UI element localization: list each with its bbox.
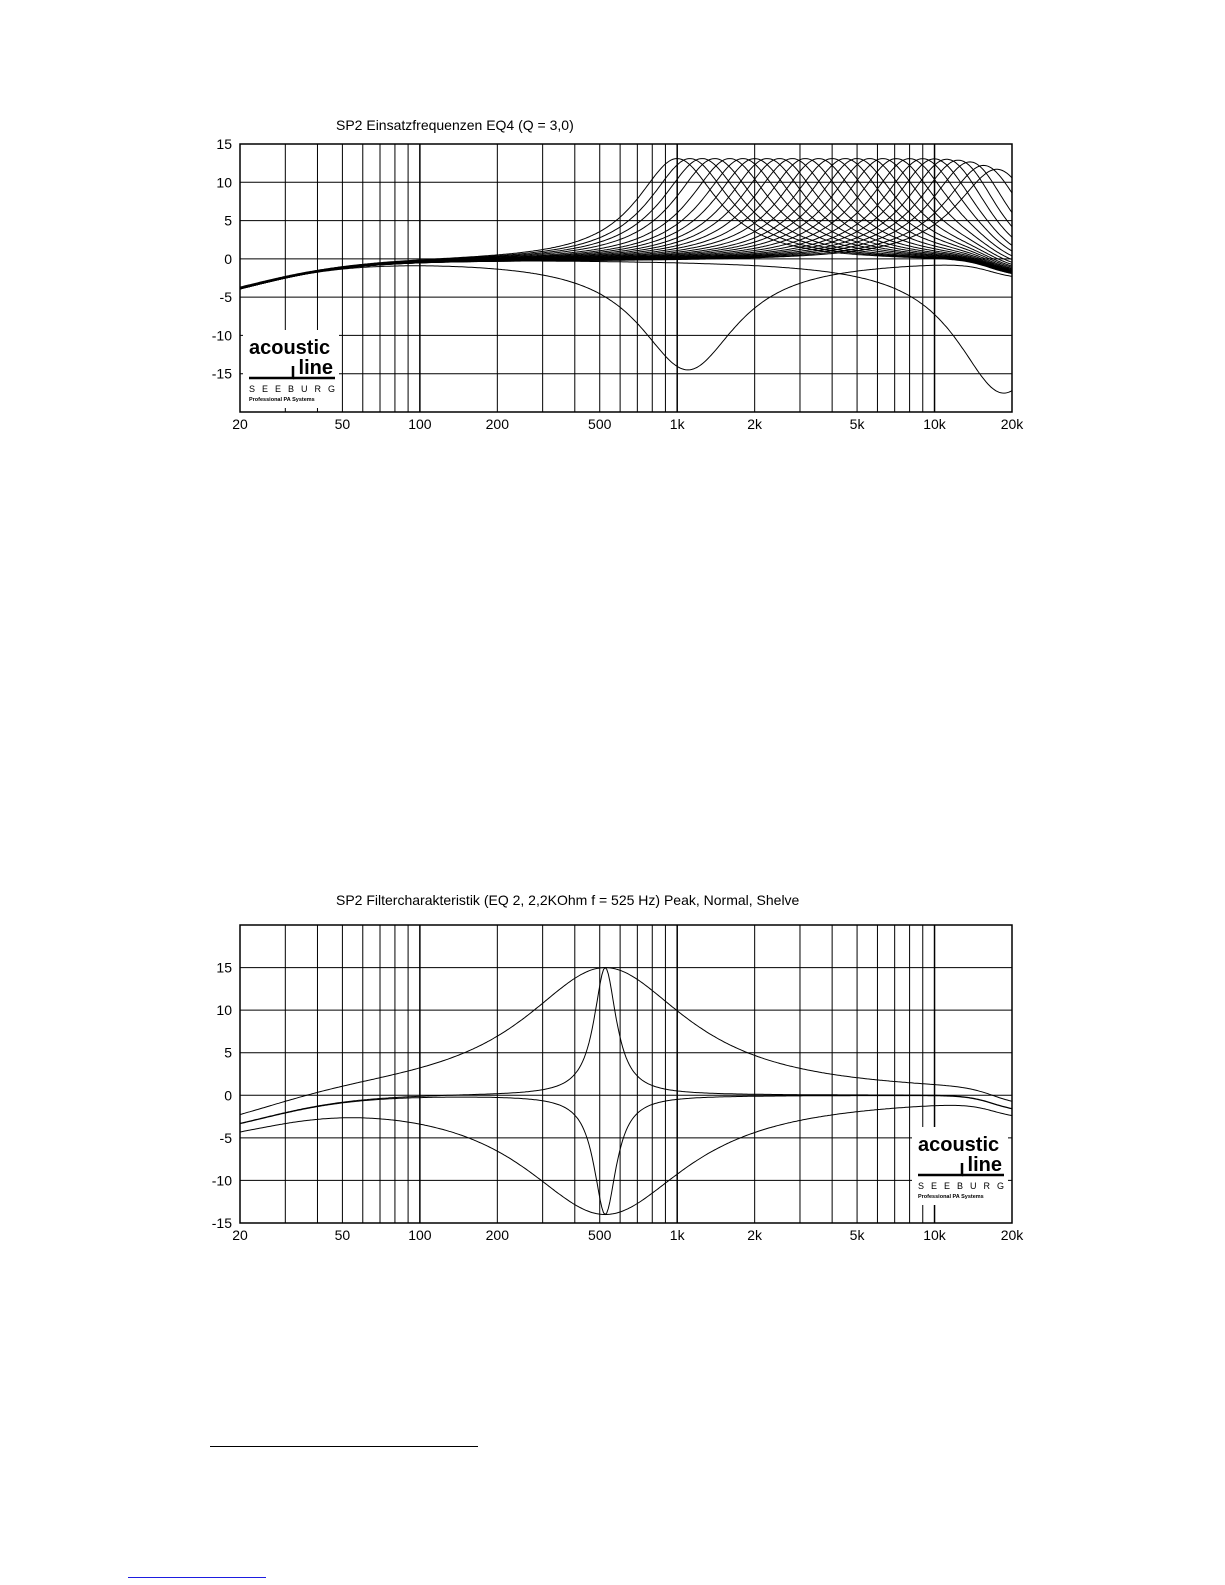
x-tick-label: 1k	[670, 416, 686, 432]
x-tick-label: 5k	[850, 1227, 866, 1243]
x-tick-label: 200	[486, 1227, 510, 1243]
x-tick-label: 100	[408, 1227, 432, 1243]
x-tick-label: 20	[232, 416, 248, 432]
y-tick-label: 15	[216, 960, 232, 976]
plot-area	[239, 924, 1013, 1224]
logo-word-line: line	[968, 1154, 1002, 1176]
logo-brand-seeburg: SEEBURG	[918, 1181, 1011, 1191]
chart-title: SP2 Filtercharakteristik (EQ 2, 2,2KOhm …	[336, 892, 800, 908]
x-tick-label: 100	[408, 416, 432, 432]
x-tick-label: 20k	[1001, 416, 1025, 432]
x-tick-label: 50	[335, 416, 351, 432]
y-tick-label: -10	[212, 1172, 232, 1188]
response-curve	[239, 264, 1013, 371]
grid	[240, 925, 1012, 1223]
y-tick-label: 0	[224, 251, 232, 267]
x-tick-label: 10k	[923, 1227, 947, 1243]
response-curve	[239, 260, 1013, 394]
x-tick-label: 500	[588, 1227, 612, 1243]
response-curve	[239, 967, 1013, 1115]
x-tick-label: 10k	[923, 416, 947, 432]
footnote-separator	[210, 1446, 478, 1447]
x-tick-label: 5k	[850, 416, 866, 432]
x-tick-label: 2k	[747, 416, 763, 432]
logo-brand-seeburg: SEEBURG	[249, 384, 342, 394]
response-curve	[239, 1104, 1013, 1215]
logo-tagline: Professional PA Systems	[918, 1194, 984, 1200]
logo-background	[243, 330, 339, 408]
curves	[239, 966, 1013, 1216]
response-curve	[239, 966, 1013, 1124]
response-curve	[239, 1095, 1013, 1216]
logo-tagline: Professional PA Systems	[249, 397, 315, 403]
x-tick-label: 2k	[747, 1227, 763, 1243]
plot-area	[239, 143, 1013, 413]
y-tick-label: -15	[212, 1215, 232, 1231]
filter-characteristic-chart: SP2 Filtercharakteristik (EQ 2, 2,2KOhm …	[212, 892, 1025, 1243]
curves	[239, 158, 1013, 394]
y-tick-label: 5	[224, 1045, 232, 1061]
y-tick-label: 10	[216, 174, 232, 190]
y-tick-label: 10	[216, 1002, 232, 1018]
x-tick-label: 20	[232, 1227, 248, 1243]
x-tick-label: 20k	[1001, 1227, 1025, 1243]
logo-word-acoustic: acoustic	[249, 337, 330, 359]
x-tick-label: 200	[486, 416, 510, 432]
logo-word-line: line	[299, 357, 333, 379]
y-tick-label: -15	[212, 366, 232, 382]
logo-word-acoustic: acoustic	[918, 1134, 999, 1156]
grid	[240, 144, 1012, 412]
x-tick-label: 50	[335, 1227, 351, 1243]
y-tick-label: 0	[224, 1087, 232, 1103]
chart-title: SP2 Einsatzfrequenzen EQ4 (Q = 3,0)	[336, 117, 574, 133]
x-tick-label: 500	[588, 416, 612, 432]
y-tick-label: 15	[216, 136, 232, 152]
y-tick-label: -5	[220, 289, 233, 305]
y-tick-label: -10	[212, 327, 232, 343]
x-tick-label: 1k	[670, 1227, 686, 1243]
y-tick-label: -5	[220, 1130, 233, 1146]
logo-background	[912, 1127, 1008, 1205]
footer-link-underline[interactable]	[128, 1577, 266, 1578]
eq4-frequency-chart: SP2 Einsatzfrequenzen EQ4 (Q = 3,0)20 50 1…	[212, 117, 1025, 432]
response-curve	[239, 168, 1013, 290]
y-tick-label: 5	[224, 213, 232, 229]
